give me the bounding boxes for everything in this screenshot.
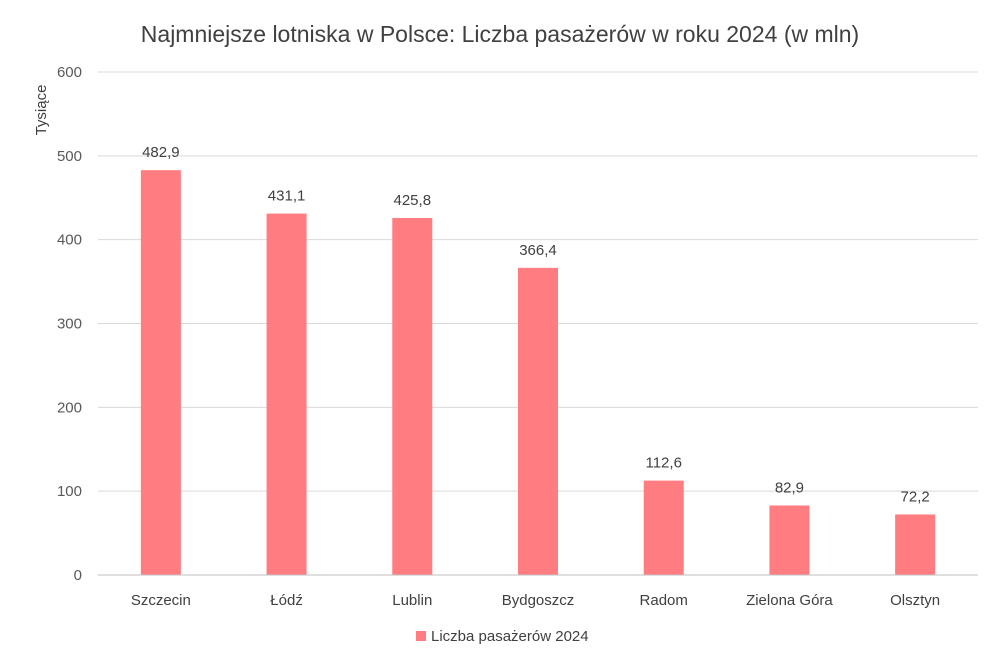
bar <box>518 267 558 575</box>
bar <box>140 170 181 576</box>
x-tick-label: Zielona Góra <box>746 592 833 609</box>
y-tick-label: 500 <box>57 148 82 165</box>
legend: Liczba pasażerów 2024 <box>416 628 589 645</box>
legend-swatch <box>416 631 426 641</box>
x-axis-categories: Szczecin Łódź Lublin Bydgoszcz Radom Zielona … <box>131 592 940 609</box>
y-tick-label: 100 <box>57 483 82 500</box>
y-axis-label: Tysiące <box>33 85 50 136</box>
x-tick-label: Łódź <box>270 592 303 609</box>
bar <box>266 213 307 576</box>
x-tick-label: Bydgoszcz <box>502 592 575 609</box>
data-label: 72,2 <box>901 488 930 505</box>
x-tick-label: Radom <box>640 592 688 609</box>
data-label: 425,8 <box>394 192 432 209</box>
chart-title: Najmniejsze lotniska w Polsce: Liczba pa… <box>141 21 859 47</box>
bar <box>895 514 936 575</box>
y-tick-label: 600 <box>57 64 82 81</box>
data-label: 482,9 <box>142 144 180 161</box>
data-label: 366,4 <box>519 242 557 259</box>
bars <box>140 170 936 576</box>
x-tick-label: Lublin <box>392 592 432 609</box>
bar <box>769 505 810 575</box>
y-tick-label: 300 <box>57 316 82 333</box>
data-label: 82,9 <box>775 480 804 497</box>
y-tick-label: 400 <box>57 232 82 249</box>
y-tick-label: 200 <box>57 399 82 416</box>
y-tick-label: 0 <box>74 567 82 584</box>
legend-label: Liczba pasażerów 2024 <box>431 628 589 645</box>
bar <box>643 480 684 575</box>
data-label: 112,6 <box>645 455 681 472</box>
data-labels: 482,9 431,1 425,8 366,4 112,6 82,9 72,2 <box>142 144 930 505</box>
x-tick-label: Szczecin <box>131 592 191 609</box>
x-tick-label: Olsztyn <box>890 592 940 609</box>
y-axis-ticks: 0 100 200 300 400 500 600 <box>57 64 82 584</box>
data-label: 431,1 <box>268 188 306 205</box>
bar <box>392 218 433 576</box>
